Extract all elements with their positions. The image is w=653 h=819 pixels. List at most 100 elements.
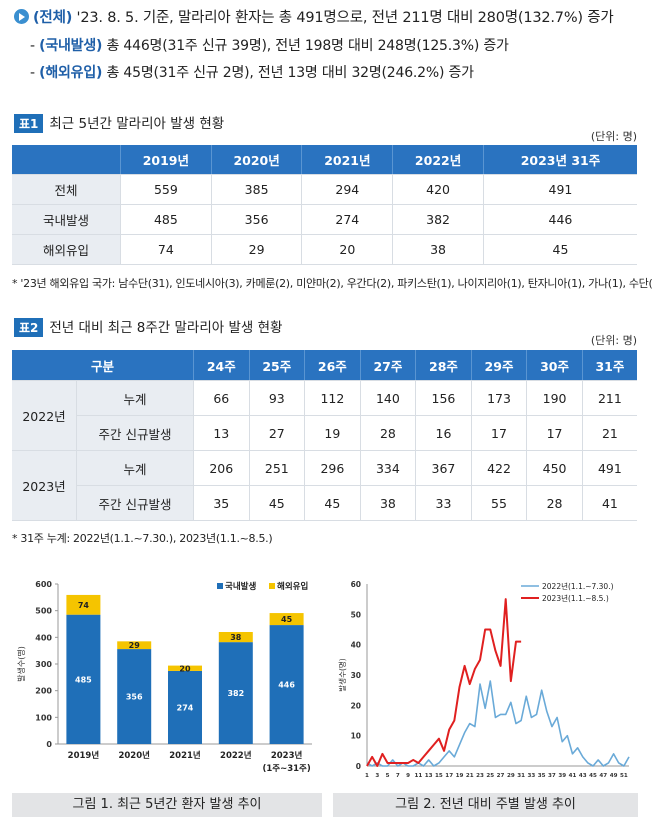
x-tick-label: 23 [476, 773, 484, 779]
x-tick-sublabel: (1주~31주) [262, 764, 310, 774]
bar-value-label: 74 [78, 601, 90, 610]
table2-cell: 17 [526, 415, 583, 451]
table1-cell: 385 [210, 174, 302, 205]
x-tick-label: 37 [548, 773, 556, 779]
table1-unit: (단위: 명) [590, 130, 637, 143]
bar-overseas [168, 665, 202, 671]
bar-domestic [117, 649, 152, 744]
table2-row-label: 누계 [76, 450, 194, 486]
bar-value-label: 274 [177, 703, 194, 712]
x-tick-label: 33 [527, 773, 535, 779]
table1-cell: 446 [482, 204, 637, 235]
y-tick-label: 30 [351, 671, 361, 680]
table1-cell: 45 [482, 234, 637, 265]
x-tick-label: 43 [579, 773, 587, 779]
table2-header-cell: 26주 [304, 350, 361, 381]
table1-cell: 485 [120, 204, 212, 235]
overseas-line: - (해외유입) 총 45명(31주 신규 2명), 전년 13명 대비 32명… [30, 62, 474, 82]
domestic-line: - (국내발생) 총 446명(31주 신규 39명), 전년 198명 대비 … [30, 35, 509, 55]
table1-header-row: 2019년 2020년 2021년 2022년 2023년 31주 [12, 145, 637, 175]
table1-cell: 38 [392, 234, 484, 265]
x-tick-label: 7 [396, 773, 400, 779]
domestic-head: (국내발생) [39, 38, 103, 54]
bar-overseas [218, 632, 253, 643]
table1-header-cell: 2020년 [210, 145, 302, 175]
bar-value-label: 38 [230, 633, 242, 642]
table2-row-label: 주간 신규발생 [76, 415, 194, 451]
table2-row-label: 주간 신규발생 [76, 485, 194, 521]
bar-value-label: 45 [281, 615, 293, 624]
bar-value-label: 356 [126, 693, 143, 702]
table1-cell: 20 [301, 234, 393, 265]
table1-cell: 29 [210, 234, 302, 265]
y-tick-label: 100 [35, 713, 52, 722]
table2-header-cell: 구분 [12, 350, 194, 381]
table2-cell: 35 [193, 485, 250, 521]
bar-value-label: 20 [179, 664, 191, 673]
x-tick-label: 19 [456, 773, 464, 779]
table2-cell: 140 [359, 380, 416, 416]
x-tick-label: 17 [445, 773, 453, 779]
table2-header-cell: 31주 [581, 350, 637, 381]
table1-cell: 420 [392, 174, 484, 205]
y-tick-label: 0 [46, 740, 52, 749]
table2-cell: 45 [304, 485, 361, 521]
table1-cell: 382 [392, 204, 484, 235]
x-tick-label: 21 [466, 773, 474, 779]
play-circle-icon [14, 9, 29, 24]
table2-cell: 16 [415, 415, 472, 451]
table2-header-row: 구분 24주 25주 26주 27주 28주 29주 30주 31주 [12, 350, 637, 381]
y-axis-label: 발생수(명) [337, 658, 347, 692]
dash: - [30, 38, 35, 54]
table1-cell: 274 [301, 204, 393, 235]
table2-cell: 41 [581, 485, 637, 521]
x-tick-label: 35 [538, 773, 546, 779]
table1-title: 표1 최근 5년간 말라리아 발생 현황 [14, 112, 224, 133]
table2-cell: 173 [470, 380, 527, 416]
y-tick-label: 60 [351, 580, 361, 589]
legend-label: 2022년(1.1.~7.30.) [542, 581, 614, 591]
x-tick-label: 2021년 [169, 750, 201, 761]
table2-cell: 156 [415, 380, 472, 416]
x-tick-label: 1 [365, 773, 369, 779]
table2-cell: 190 [526, 380, 583, 416]
table2-cell: 21 [581, 415, 637, 451]
x-tick-label: 29 [507, 773, 515, 779]
table2-tag: 표2 [14, 318, 44, 337]
table2-row: 2022년 누계 66 93 112 140 156 173 190 211 [12, 380, 637, 451]
x-tick-label: 27 [497, 773, 505, 779]
y-tick-label: 600 [35, 580, 52, 589]
x-tick-label: 2020년 [118, 750, 150, 761]
table1-row-label: 국내발생 [12, 204, 121, 235]
table2-cell: 491 [581, 450, 637, 486]
x-tick-label: 41 [569, 773, 577, 779]
table1-header-cell: 2019년 [120, 145, 212, 175]
table1-row: 국내발생 485 356 274 382 446 [12, 204, 637, 235]
x-tick-label: 13 [425, 773, 433, 779]
x-tick-label: 2022년 [220, 750, 252, 761]
summary-line: (전체) '23. 8. 5. 기준, 말라리아 환자는 총 491명으로, 전… [14, 6, 614, 27]
overseas-text: 총 45명(31주 신규 2명), 전년 13명 대비 32명(246.2%) … [102, 65, 475, 81]
table2-cell: 367 [415, 450, 472, 486]
table2-header-cell: 28주 [415, 350, 472, 381]
table1-row: 전체 559 385 294 420 491 [12, 174, 637, 205]
y-tick-label: 300 [35, 660, 52, 669]
x-tick-label: 15 [435, 773, 443, 779]
x-tick-label: 3 [375, 773, 379, 779]
table2-cell: 66 [193, 380, 250, 416]
figure1: 0 100 200 300 400 500 600 발생수(명) 485 74 2019년 356 29… [12, 568, 322, 793]
table2-cell: 296 [304, 450, 361, 486]
bar-value-label: 29 [129, 641, 141, 650]
legend-label: 국내발생 [225, 581, 256, 592]
table2-header-cell: 25주 [248, 350, 305, 381]
table2-cell: 19 [304, 415, 361, 451]
legend-label: 해외유입 [277, 581, 308, 592]
y-tick-label: 20 [351, 701, 361, 710]
summary-text: '23. 8. 5. 기준, 말라리아 환자는 총 491명으로, 전년 211… [72, 10, 614, 26]
series-2022-line [366, 680, 630, 767]
table2-header-cell: 30주 [526, 350, 583, 381]
figure2: 0 10 20 30 40 50 60 1 3 5 7 9 11 13 15 17 19 21 23 25 27 29 31… [333, 568, 638, 793]
table1-cell: 491 [482, 174, 637, 205]
table2-cell: 33 [415, 485, 472, 521]
table1-cell: 559 [120, 174, 212, 205]
